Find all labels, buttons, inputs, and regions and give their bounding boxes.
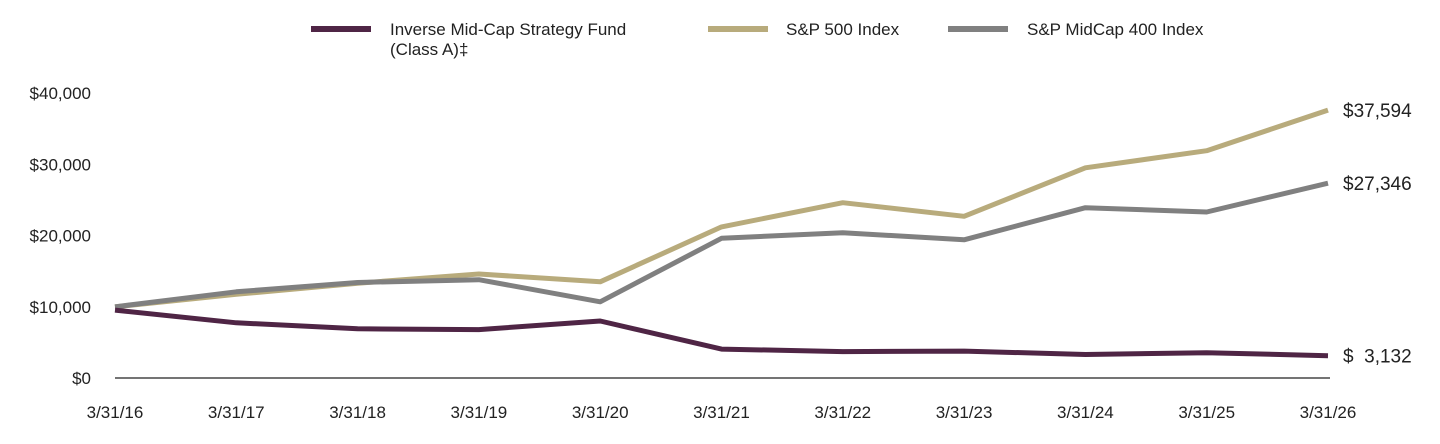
legend-label: (Class A)‡ [390, 40, 468, 59]
series-line [114, 307, 1329, 359]
y-tick-label: $0 [72, 369, 91, 388]
end-value-label: $ 3,132 [1343, 347, 1412, 368]
x-tick-label: 3/31/19 [451, 403, 508, 422]
y-axis: $0 $10,000 $20,000 $30,000 $40,000 [30, 84, 91, 388]
x-tick-label: 3/31/23 [936, 403, 993, 422]
x-tick-label: 3/31/26 [1300, 403, 1357, 422]
legend: Inverse Mid-Cap Strategy Fund(Class A)‡ S… [311, 20, 1204, 59]
legend-label: S&P MidCap 400 Index [1027, 20, 1204, 39]
series-line [114, 180, 1329, 310]
end-labels: $ 3,132 $37,594 $27,346 [1343, 101, 1412, 368]
legend-label: S&P 500 Index [786, 20, 900, 39]
legend-item: S&P MidCap 400 Index [948, 20, 1204, 39]
x-tick-label: 3/31/18 [329, 403, 386, 422]
x-axis: 3/31/16 3/31/17 3/31/18 3/31/19 3/31/20 3/31/… [87, 377, 1357, 422]
y-tick-label: $30,000 [30, 155, 91, 174]
x-tick-label: 3/31/24 [1057, 403, 1114, 422]
legend-label: Inverse Mid-Cap Strategy Fund [390, 20, 626, 39]
end-value-label: $27,346 [1343, 174, 1412, 195]
x-tick-label: 3/31/17 [208, 403, 265, 422]
x-tick-label: 3/31/25 [1178, 403, 1235, 422]
x-tick-label: 3/31/16 [87, 403, 144, 422]
legend-item: Inverse Mid-Cap Strategy Fund(Class A)‡ [311, 20, 626, 59]
y-tick-label: $40,000 [30, 84, 91, 103]
x-tick-label: 3/31/22 [814, 403, 871, 422]
legend-item: S&P 500 Index [708, 20, 900, 39]
y-tick-label: $20,000 [30, 227, 91, 246]
y-tick-label: $10,000 [30, 298, 91, 317]
x-tick-label: 3/31/21 [693, 403, 750, 422]
end-value-label: $37,594 [1343, 101, 1412, 122]
series-group [114, 107, 1329, 359]
x-tick-label: 3/31/20 [572, 403, 629, 422]
